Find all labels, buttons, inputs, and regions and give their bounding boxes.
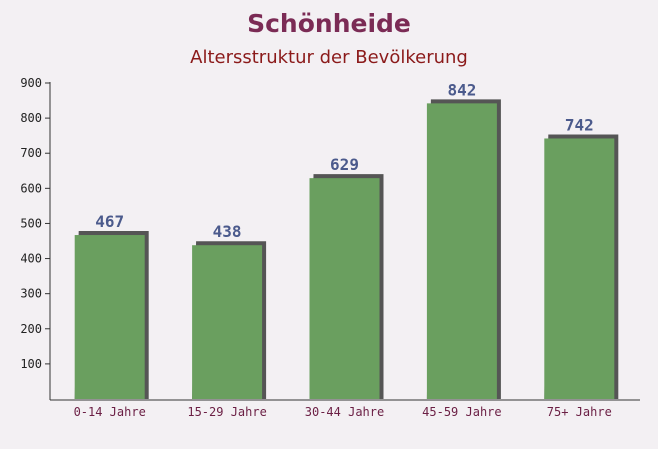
y-tick-label: 100 — [20, 357, 42, 371]
bar — [426, 103, 497, 399]
y-tick-label: 700 — [20, 146, 42, 160]
x-tick-label: 0-14 Jahre — [74, 405, 146, 419]
x-tick-label: 75+ Jahre — [547, 405, 612, 419]
value-label: 467 — [95, 212, 124, 231]
y-tick-label: 600 — [20, 181, 42, 195]
value-label: 742 — [565, 115, 594, 134]
y-tick-label: 400 — [20, 252, 42, 266]
y-tick-label: 300 — [20, 287, 42, 301]
chart-title: Schönheide — [247, 9, 411, 38]
y-tick-label: 900 — [20, 76, 42, 90]
bar — [309, 178, 380, 399]
y-tick-label: 500 — [20, 216, 42, 230]
bar — [544, 138, 615, 399]
bar — [192, 245, 263, 399]
x-tick-label: 30-44 Jahre — [305, 405, 384, 419]
chart-subtitle: Altersstruktur der Bevölkerung — [190, 47, 468, 68]
x-tick-label: 45-59 Jahre — [422, 405, 501, 419]
value-label: 842 — [447, 80, 476, 99]
y-tick-label: 200 — [20, 322, 42, 336]
value-label: 438 — [213, 222, 242, 241]
value-label: 629 — [330, 155, 359, 174]
bar — [74, 235, 145, 399]
y-tick-label: 800 — [20, 111, 42, 125]
x-tick-label: 15-29 Jahre — [187, 405, 266, 419]
